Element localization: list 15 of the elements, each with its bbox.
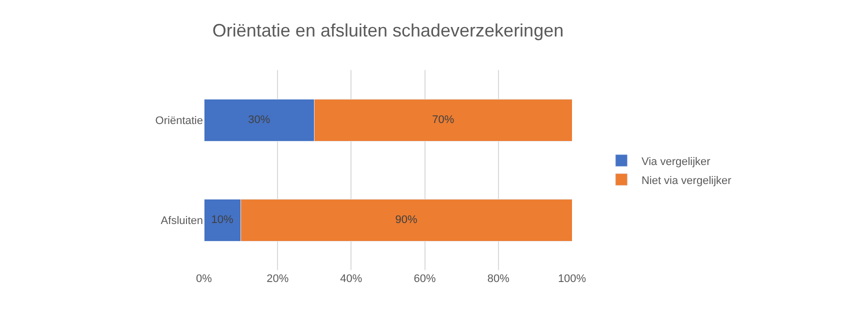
chart-title: Oriëntatie en afsluiten schadeverzekeringen — [212, 20, 564, 40]
x-tick-label: 40% — [340, 273, 362, 285]
y-tick-label: Afsluiten — [160, 214, 203, 227]
x-tick-label: 0% — [196, 273, 212, 285]
data-label: 30% — [248, 114, 270, 126]
legend-label: Niet via vergelijker — [641, 174, 732, 187]
y-tick-label: Oriëntatie — [155, 114, 203, 127]
data-label: 10% — [211, 214, 234, 226]
x-tick-label: 20% — [266, 273, 289, 285]
x-tick-label: 100% — [558, 273, 586, 285]
x-tick-label: 80% — [487, 273, 510, 285]
data-label: 90% — [395, 214, 418, 226]
data-label: 70% — [432, 114, 454, 126]
legend-label: Via vergelijker — [641, 156, 711, 168]
x-tick-label: 60% — [414, 273, 436, 285]
